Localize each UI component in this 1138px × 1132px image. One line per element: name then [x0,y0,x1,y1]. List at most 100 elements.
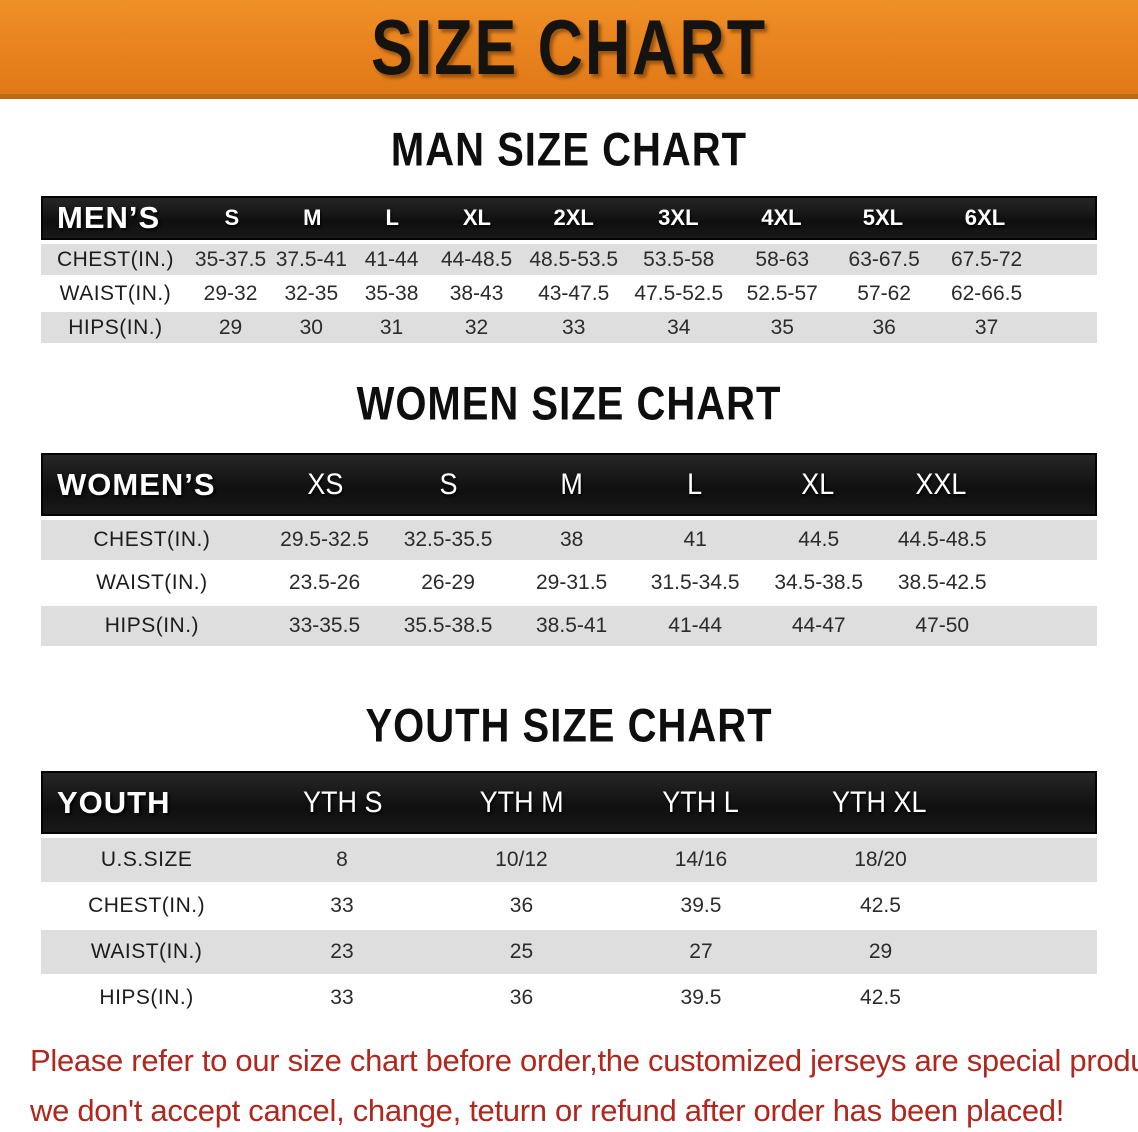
value-cell: 62-66.5 [950,281,1023,305]
value-cell: 29 [218,315,243,339]
value-cell: 43-47.5 [538,281,610,305]
youth-size-table: YOUTH YTH S YTH M YTH L YTH XL U.S.SIZE … [41,771,1097,1022]
table-row-chest: CHEST(IN.) 29.5-32.5 32.5-35.5 38 41 44.… [41,520,1097,560]
men-table-title: MEN’S [57,200,161,235]
size-column-header: XS [307,467,344,501]
value-cell: 41 [683,528,707,551]
size-column-header: 6XL [964,205,1006,230]
value-cell: 41-44 [364,247,419,271]
row-label: WAIST(IN.) [90,940,203,963]
youth-table-header-row: YOUTH YTH S YTH M YTH L YTH XL [41,771,1097,834]
value-cell: 10/12 [495,848,548,871]
value-cell: 37 [974,315,999,339]
table-row-us-size: U.S.SIZE 8 10/12 14/16 18/20 [41,838,1097,882]
value-cell: 38-43 [449,281,504,305]
value-cell: 33 [330,894,354,917]
value-cell: 44-47 [791,614,846,637]
value-cell: 44.5-48.5 [897,528,987,551]
value-cell: 63-67.5 [848,247,920,271]
size-column-header: XL [801,467,835,501]
value-cell: 26-29 [421,571,475,594]
disclaimer: Please refer to our size chart before or… [30,1036,1138,1132]
value-cell: 32 [464,315,489,339]
men-section-heading: MAN SIZE CHART [390,124,748,176]
value-cell: 33 [562,315,586,339]
value-cell: 14/16 [674,848,728,871]
size-column-header: M [303,205,322,230]
youth-section-heading: YOUTH SIZE CHART [365,700,773,752]
value-cell: 27 [689,940,713,963]
row-label: CHEST(IN.) [56,247,174,271]
value-cell: 42.5 [860,986,901,1009]
table-row-chest: CHEST(IN.) 35-37.5 37.5-41 41-44 44-48.5… [41,244,1097,275]
value-cell: 37.5-41 [275,247,347,271]
size-column-header: 3XL [658,205,699,230]
row-label: HIPS(IN.) [104,614,200,637]
value-cell: 41-44 [668,614,723,637]
size-column-header: YTH L [662,785,739,819]
table-row-hips: HIPS(IN.) 33-35.5 35.5-38.5 38.5-41 41-4… [41,606,1097,646]
value-cell: 33-35.5 [288,614,361,637]
women-size-table: WOMEN’S XS S M L XL XXL CHEST(IN.) 29.5-… [41,453,1097,649]
size-column-header: YTH M [479,785,564,819]
table-row-hips: HIPS(IN.) 33 36 39.5 42.5 [41,976,1097,1020]
size-column-header: L [687,467,703,501]
value-cell: 31 [379,315,404,339]
value-cell: 39.5 [680,894,722,917]
size-column-header: S [439,467,458,501]
size-column-header: YTH S [303,785,383,819]
value-cell: 52.5-57 [746,281,818,305]
women-section-heading: WOMEN SIZE CHART [356,378,782,430]
size-column-header: M [560,467,583,501]
value-cell: 42.5 [860,894,901,917]
value-cell: 35.5-38.5 [403,614,493,637]
value-cell: 38 [559,528,584,551]
row-label: WAIST(IN.) [96,571,208,594]
banner-title: SIZE CHART [371,3,767,91]
value-cell: 30 [299,315,323,339]
value-cell: 35-38 [364,281,419,305]
size-column-header: 5XL [862,205,904,230]
row-label: U.S.SIZE [100,848,193,871]
value-cell: 23 [330,940,354,963]
value-cell: 23.5-26 [288,571,361,594]
table-row-chest: CHEST(IN.) 33 36 39.5 42.5 [41,884,1097,928]
disclaimer-line-1: Please refer to our size chart before or… [30,1043,1138,1078]
value-cell: 53.5-58 [643,247,715,271]
value-cell: 47-50 [915,614,970,637]
men-table-header-row: MEN’S S M L XL 2XL 3XL 4XL 5XL 6XL [41,196,1097,240]
value-cell: 36 [509,894,534,917]
value-cell: 18/20 [854,848,907,871]
value-cell: 34.5-38.5 [774,571,864,594]
size-column-header: S [224,205,240,230]
value-cell: 44-48.5 [440,247,513,271]
value-cell: 39.5 [680,986,722,1009]
value-cell: 36 [872,315,896,339]
table-row-waist: WAIST(IN.) 23.5-26 26-29 29-31.5 31.5-34… [41,563,1097,603]
value-cell: 48.5-53.5 [529,247,619,271]
table-row-waist: WAIST(IN.) 23 25 27 29 [41,930,1097,974]
row-label: WAIST(IN.) [59,281,172,305]
value-cell: 35-37.5 [194,247,267,271]
men-size-table: MEN’S S M L XL 2XL 3XL 4XL 5XL 6XL CHEST… [41,196,1097,346]
value-cell: 32-35 [284,281,339,305]
women-table-title: WOMEN’S [57,466,216,502]
table-row-hips: HIPS(IN.) 29 30 31 32 33 34 35 36 37 [41,312,1097,343]
value-cell: 25 [509,940,534,963]
size-column-header: YTH XL [832,785,927,819]
row-label: CHEST(IN.) [88,894,206,917]
size-column-header: L [385,205,399,230]
size-column-header: XXL [915,467,967,501]
value-cell: 29 [868,940,893,963]
value-cell: 44.5 [798,528,840,551]
value-cell: 38.5-41 [536,614,608,637]
value-cell: 32.5-35.5 [403,528,493,551]
value-cell: 29-31.5 [536,571,608,594]
value-cell: 8 [336,848,348,871]
banner: SIZE CHART [0,0,1138,99]
table-row-waist: WAIST(IN.) 29-32 32-35 35-38 38-43 43-47… [41,278,1097,309]
value-cell: 36 [509,986,534,1009]
value-cell: 57-62 [857,281,911,305]
value-cell: 38.5-42.5 [897,571,987,594]
